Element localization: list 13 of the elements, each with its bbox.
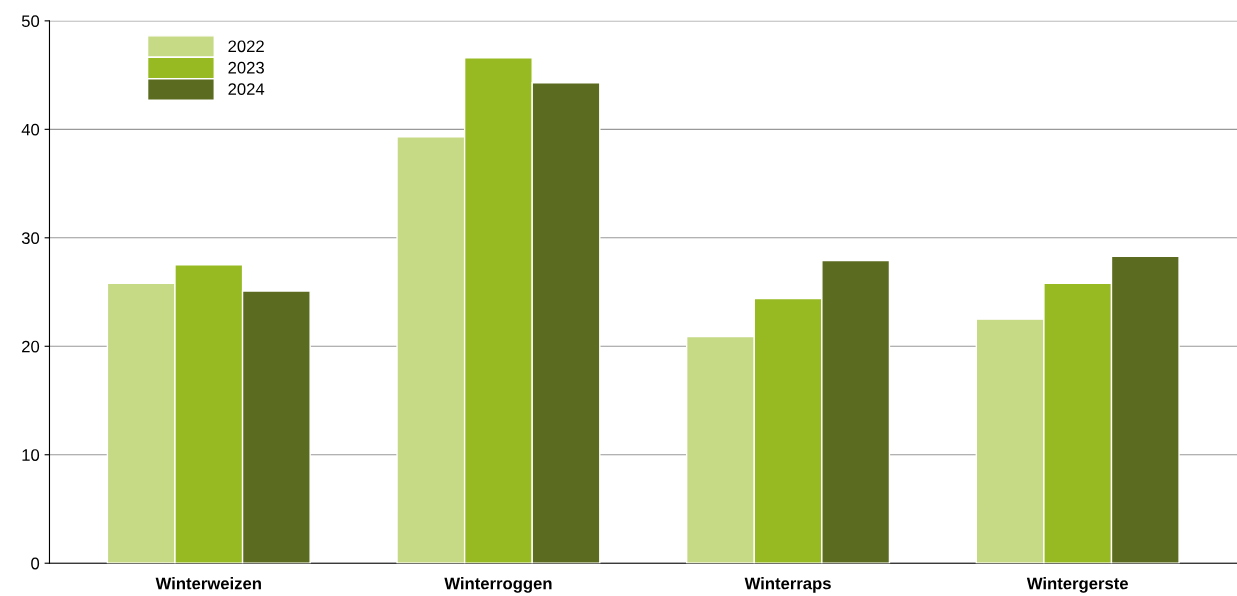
legend-label: 2022 — [228, 40, 264, 53]
y-tick-label: 10 — [22, 449, 40, 461]
y-tick-label: 20 — [22, 340, 40, 353]
y-tick-label: 50 — [21, 15, 40, 28]
x-tick-label: Winterroggen — [444, 577, 552, 593]
x-tick-label: Winterweizen — [155, 577, 261, 590]
x-tick-label: Winterraps — [744, 577, 831, 593]
y-tick-label: 0 — [31, 557, 40, 570]
legend-label: 2023 — [228, 61, 264, 74]
y-tick-label: 30 — [21, 232, 40, 245]
y-tick-label: 40 — [21, 123, 40, 136]
legend-label: 2024 — [228, 83, 265, 96]
x-tick-label: Wintergerste — [1026, 577, 1128, 593]
